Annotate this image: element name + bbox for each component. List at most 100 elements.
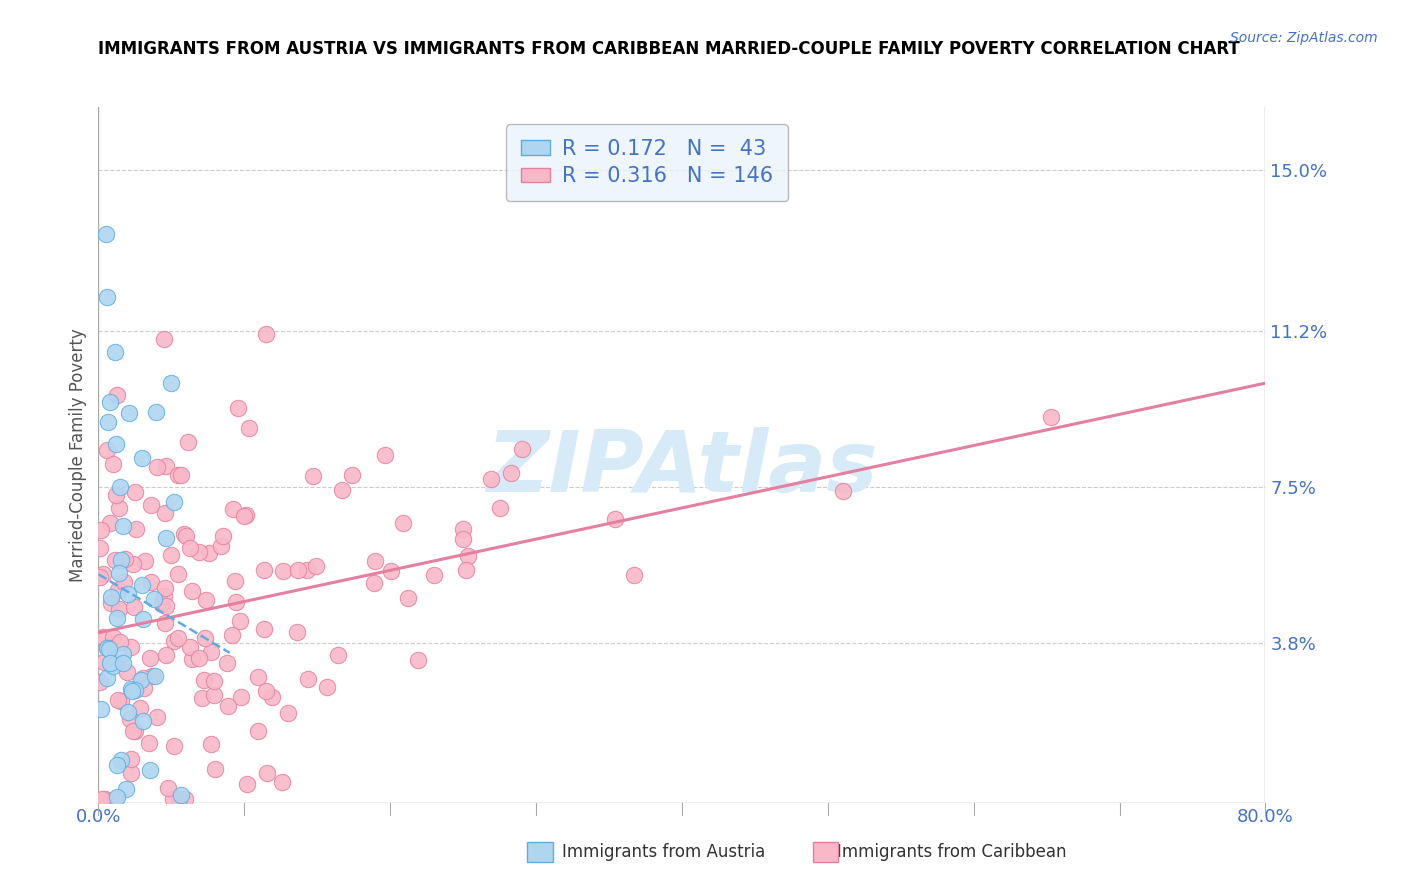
Point: [287, 563, 309, 577]
Point: [121, 724, 143, 739]
Point: [131, 451, 153, 466]
Point: [115, 665, 138, 680]
Point: [423, 568, 446, 582]
Point: [179, 640, 201, 655]
Text: Immigrants from Austria: Immigrants from Austria: [562, 843, 766, 861]
Point: [211, 529, 233, 543]
Point: [100, 596, 122, 610]
Point: [96, 672, 118, 686]
Point: [98, 395, 121, 409]
Point: [316, 680, 339, 694]
Point: [98, 640, 121, 655]
Point: [110, 479, 132, 493]
Text: Immigrants from Caribbean: Immigrants from Caribbean: [837, 843, 1066, 861]
Point: [271, 774, 294, 789]
Point: [150, 597, 173, 611]
Point: [115, 782, 138, 797]
Point: [181, 652, 204, 666]
Point: [406, 653, 429, 667]
Point: [91, 630, 114, 644]
Point: [112, 574, 135, 589]
Point: [146, 459, 169, 474]
Point: [107, 601, 129, 615]
Point: [141, 669, 163, 683]
Point: [253, 563, 276, 577]
Point: [222, 502, 245, 516]
Point: [260, 690, 283, 704]
Point: [105, 790, 128, 805]
Point: [122, 557, 145, 571]
Point: [194, 593, 217, 607]
Point: [132, 671, 155, 685]
Point: [271, 564, 294, 578]
Text: Source: ZipAtlas.com: Source: ZipAtlas.com: [1230, 31, 1378, 45]
Point: [104, 553, 127, 567]
Point: [238, 421, 260, 435]
Point: [297, 673, 319, 687]
Point: [89, 541, 111, 555]
Point: [457, 549, 479, 563]
Point: [235, 508, 257, 523]
Point: [330, 483, 353, 498]
Point: [120, 640, 142, 654]
Point: [229, 690, 252, 704]
Point: [167, 791, 190, 805]
Point: [236, 777, 259, 791]
Point: [193, 673, 215, 688]
Point: [173, 791, 195, 805]
Point: [209, 539, 232, 553]
Point: [451, 532, 474, 546]
Point: [167, 468, 190, 483]
Point: [98, 656, 121, 670]
Point: [153, 506, 176, 520]
Point: [131, 714, 153, 729]
Point: [163, 739, 186, 753]
Point: [141, 574, 163, 589]
Point: [114, 551, 136, 566]
Point: [191, 690, 214, 705]
Point: [232, 508, 254, 523]
Point: [120, 681, 142, 696]
Point: [174, 529, 197, 543]
Point: [163, 495, 186, 509]
Point: [364, 554, 387, 568]
Point: [226, 401, 249, 416]
Point: [90, 523, 112, 537]
Point: [98, 516, 121, 530]
Point: [380, 564, 402, 578]
Point: [204, 762, 226, 776]
Point: [194, 632, 217, 646]
Point: [89, 570, 111, 584]
Point: [221, 628, 243, 642]
Point: [146, 710, 169, 724]
Point: [96, 442, 118, 457]
Point: [340, 467, 363, 482]
Point: [129, 701, 152, 715]
Point: [256, 766, 278, 780]
Point: [94, 227, 117, 241]
Point: [97, 415, 120, 429]
Point: [103, 630, 125, 644]
Point: [479, 472, 502, 486]
Point: [124, 485, 146, 500]
Point: [104, 656, 127, 670]
Point: [117, 705, 139, 719]
Point: [225, 594, 247, 608]
Point: [155, 459, 177, 474]
Point: [162, 791, 184, 805]
Point: [153, 616, 176, 631]
Point: [253, 622, 276, 636]
Y-axis label: Married-Couple Family Poverty: Married-Couple Family Poverty: [69, 328, 87, 582]
Point: [131, 578, 153, 592]
Point: [101, 658, 124, 673]
Point: [93, 655, 115, 669]
Point: [200, 645, 222, 659]
Text: IMMIGRANTS FROM AUSTRIA VS IMMIGRANTS FROM CARIBBEAN MARRIED-COUPLE FAMILY POVER: IMMIGRANTS FROM AUSTRIA VS IMMIGRANTS FR…: [98, 40, 1240, 58]
Point: [91, 566, 114, 581]
Point: [132, 681, 155, 695]
Point: [125, 522, 148, 536]
Point: [124, 724, 146, 739]
Point: [107, 693, 129, 707]
Point: [112, 647, 135, 661]
Point: [489, 500, 512, 515]
